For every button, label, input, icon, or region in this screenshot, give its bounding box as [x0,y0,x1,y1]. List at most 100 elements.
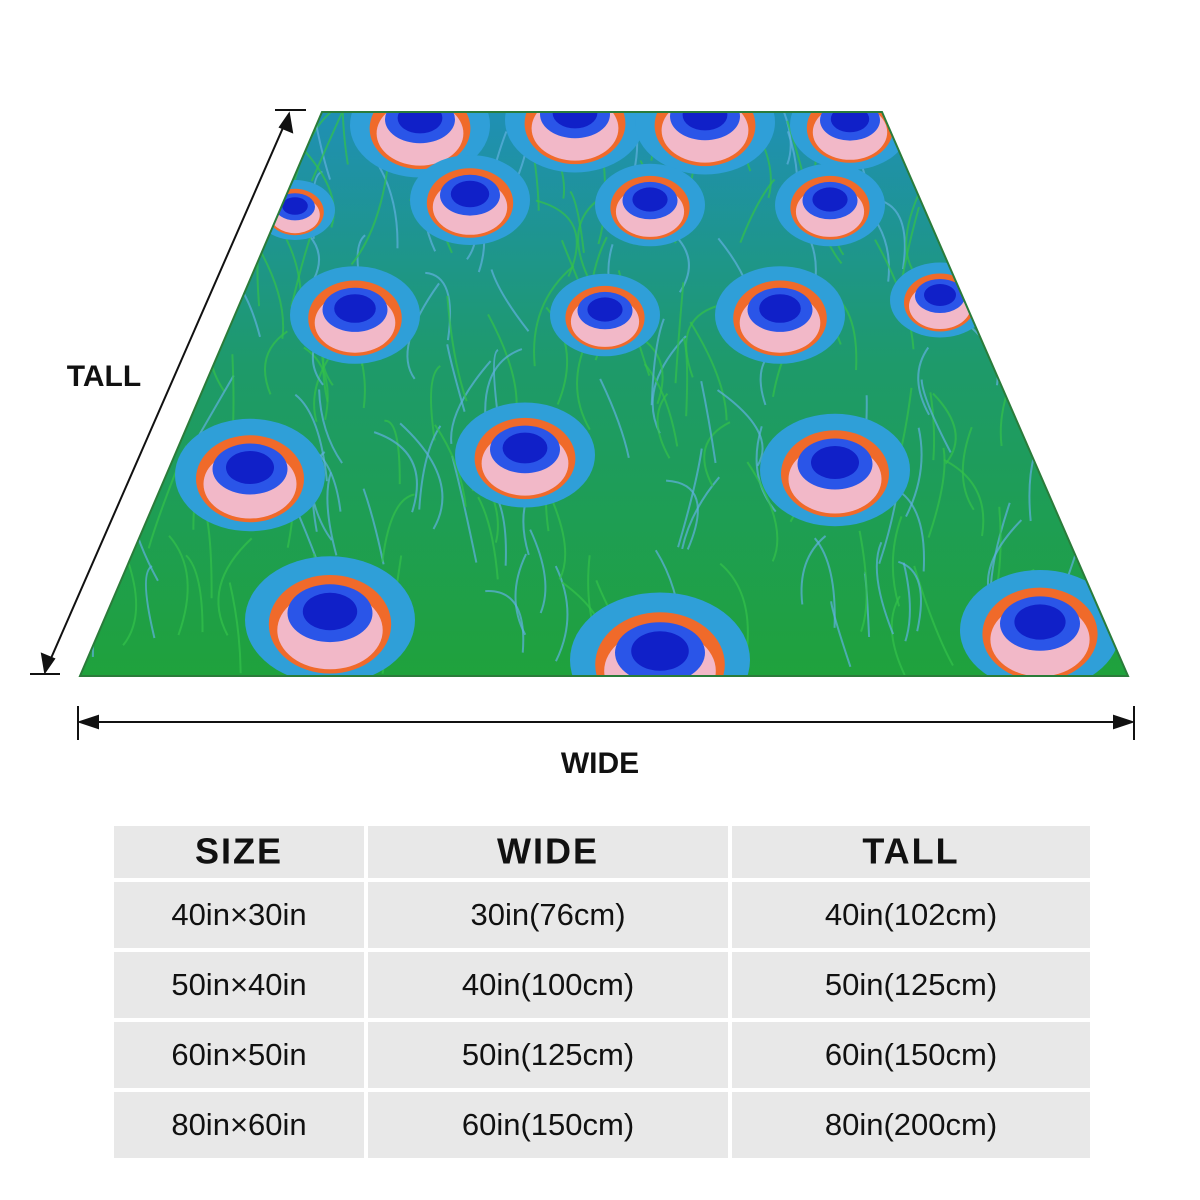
feather-strand [32,282,72,367]
feather-strand [294,393,328,482]
feather-strand [326,472,338,556]
feather-strand [41,118,76,214]
feather-strand [1002,112,1040,122]
feather-strand [341,112,349,165]
table-cell [732,1092,1090,1158]
feather-strand [362,488,385,565]
feather-strand [144,112,182,173]
feather-strand [184,142,232,237]
feather-strand [1099,274,1128,374]
feather-strand [100,290,127,357]
feather-strand [430,365,441,441]
table-cell [732,826,1090,878]
feather-strand [350,162,390,266]
table-cell [368,952,728,1018]
feather-strand [917,346,930,416]
feather-strand [144,565,156,639]
feather-strand [170,112,190,161]
feather-strand [682,337,689,417]
table-cell [732,952,1090,1018]
feather-strand [373,431,418,513]
blanket-edge [78,111,1130,677]
feather-strand [512,112,547,117]
feather-strand [1077,485,1105,566]
feather-strand [681,476,721,550]
eye-core [811,446,859,479]
feather-strand [209,112,251,204]
feather-strand [1095,167,1128,253]
feather-strand [529,529,547,614]
feather-strand [1115,112,1128,119]
body-cell-text: 50in(125cm) [462,1037,634,1072]
feather-strand [569,190,585,253]
eye-core [682,112,728,131]
feather-strand [434,424,467,507]
eye-core [587,297,623,322]
feather-strand [1074,2,1103,111]
feather-strand [800,535,827,605]
feather-strand [119,267,158,346]
feather-strand [117,112,144,148]
eye-core [759,294,801,323]
feather-strand [739,178,776,243]
table-cell [114,826,364,878]
feather-strand [228,582,242,674]
feather-strand [920,379,952,453]
feather-strand [674,282,685,384]
feather-strand [235,112,253,132]
feather-strand [650,318,665,406]
feather-strand [533,112,555,113]
table-cell [368,1022,728,1088]
feather-strand [576,343,591,431]
feather-strand [858,530,868,632]
eye-core [812,187,848,212]
feather-strand [309,112,332,180]
eye-core [302,592,358,631]
table-cell [114,882,364,948]
feather-strand [599,378,630,458]
eye-core [924,284,956,306]
feather-strand [898,560,922,632]
feather-strand [875,541,895,635]
feather-strand [918,150,956,214]
table-cell [732,1022,1090,1088]
feather-strand [689,321,728,421]
feather-strand [418,425,442,510]
feather-strand [746,461,779,562]
feather-strand [168,535,189,636]
feather-strand [943,458,985,537]
feather-strand [263,330,288,395]
body-cell-text: 80in×60in [171,1107,306,1142]
feather-strand [932,392,957,465]
feather-strand [80,112,115,165]
feather-strand [1051,112,1075,139]
eye-core [830,112,870,133]
table-cell [114,952,364,1018]
feather-strand [158,112,200,187]
feather-strand [217,537,253,636]
body-cell-text: 50in(125cm) [825,967,997,1002]
feather-strand [100,188,138,265]
feather-strand [490,269,530,332]
feather-strand [318,389,343,464]
eye-core [334,294,376,323]
feather-strand [1051,234,1083,341]
feather-strand [80,506,94,616]
feather-strand [830,601,852,668]
feather-strand [1100,326,1123,427]
body-cell-text: 40in(100cm) [462,967,634,1002]
eye-core [226,451,274,484]
feather-strand [1072,112,1095,115]
feather-strand [981,151,998,238]
feather-strand [651,335,687,434]
tall-arrow [30,109,306,675]
feather-strand [677,448,703,548]
feather-strand [146,278,163,341]
body-cell-text: 30in(76cm) [470,897,625,932]
eye-core [632,187,668,212]
feather-strand [533,265,575,367]
feather-strand [451,455,478,563]
feather-strand [1027,112,1069,197]
feather-strand [384,419,401,485]
